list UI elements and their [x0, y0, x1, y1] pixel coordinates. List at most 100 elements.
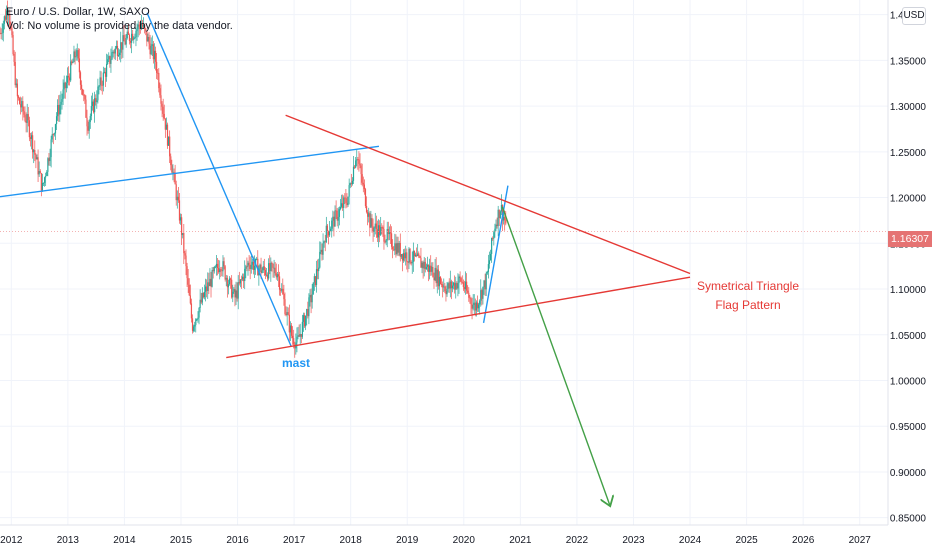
candle-body — [491, 237, 493, 254]
candle-body — [344, 197, 346, 199]
candle-body — [134, 37, 136, 38]
candle-body — [63, 82, 65, 90]
candle-body — [503, 216, 505, 221]
candle-body — [248, 262, 250, 266]
candle-body — [33, 149, 35, 153]
candle-body — [92, 101, 95, 113]
candle-body — [197, 317, 199, 320]
candle-body — [45, 175, 47, 178]
pattern-annotation: Symetrical Triangle Flag Pattern — [692, 277, 804, 315]
candle-body — [488, 260, 491, 265]
candle-body — [22, 101, 24, 112]
candle-body — [425, 266, 427, 270]
y-tick-label: 1.25000 — [890, 148, 927, 159]
candle-body — [331, 220, 333, 229]
candle-body — [495, 224, 497, 229]
candle-body — [133, 37, 135, 40]
candle-body — [224, 266, 226, 280]
candle-body — [77, 50, 79, 59]
candle-body — [283, 293, 285, 300]
candle-body — [23, 111, 25, 115]
candle-body — [382, 227, 384, 229]
candle-body — [70, 61, 72, 81]
candle-body — [181, 217, 183, 235]
candle-body — [209, 278, 211, 287]
candle-body — [80, 84, 83, 90]
candle-body — [158, 72, 160, 89]
candle-body — [142, 24, 145, 27]
candle-body — [90, 106, 92, 117]
last-price-label: 1.16307 — [888, 231, 932, 247]
candle-body — [2, 23, 4, 33]
candle-body — [46, 171, 48, 176]
candle-body — [126, 31, 128, 39]
candle-body — [367, 212, 369, 217]
candle-body — [47, 158, 49, 172]
x-tick-label: 2020 — [453, 535, 476, 546]
candle-body — [302, 315, 305, 322]
candle-body — [259, 264, 261, 269]
candle-body — [53, 133, 55, 135]
candle-body — [358, 159, 360, 164]
candle-body — [363, 184, 365, 190]
candle-body — [265, 274, 268, 276]
candle-body — [78, 58, 81, 73]
candle-body — [16, 83, 19, 97]
candle-body — [247, 262, 249, 267]
candle-body — [421, 262, 423, 268]
candle-body — [137, 24, 139, 30]
candle-body — [139, 26, 141, 29]
candle-body — [288, 314, 290, 333]
candle-body — [52, 134, 54, 135]
x-tick-label: 2022 — [566, 535, 589, 546]
candle-body — [87, 126, 89, 131]
candle-body — [147, 36, 149, 42]
candle-body — [322, 243, 324, 255]
candle-body — [333, 216, 335, 227]
candle-body — [422, 262, 424, 269]
candle-body — [214, 266, 216, 268]
currency-button[interactable]: USD — [902, 7, 926, 25]
candle-body — [376, 229, 379, 238]
candle-body — [418, 253, 420, 257]
candle-body — [357, 159, 359, 161]
candle-body — [222, 261, 224, 272]
candle-body — [161, 103, 163, 107]
candle-body — [306, 309, 308, 316]
candle-body — [305, 315, 307, 327]
y-tick-label: 0.85000 — [890, 514, 927, 525]
symbol-title[interactable]: Euro / U.S. Dollar, 1W, SAXO — [6, 6, 150, 18]
candle-body — [432, 266, 434, 278]
trendline-drawings — [0, 12, 691, 505]
candle-body — [325, 225, 327, 243]
candle-body — [307, 309, 309, 317]
candle-body — [269, 263, 271, 272]
candlestick-series — [0, 0, 507, 358]
candle-body — [336, 210, 338, 221]
x-tick-label: 2012 — [0, 535, 23, 546]
candle-body — [35, 154, 37, 160]
x-tick-label: 2021 — [509, 535, 532, 546]
candle-body — [369, 213, 371, 228]
candle-body — [412, 250, 414, 262]
candle-body — [24, 114, 26, 121]
candle-body — [178, 200, 181, 221]
candle-body — [335, 210, 337, 212]
candle-body — [62, 89, 64, 100]
y-tick-label: 1.35000 — [890, 56, 927, 67]
candle-body — [231, 279, 233, 298]
candle-body — [32, 135, 34, 153]
x-tick-label: 2027 — [849, 535, 872, 546]
candle-body — [303, 315, 306, 327]
candle-body — [455, 282, 457, 290]
candle-body — [473, 302, 475, 305]
candle-body — [238, 282, 240, 284]
y-tick-label: 1.10000 — [890, 285, 927, 296]
candle-body — [398, 243, 400, 253]
candle-body — [173, 171, 175, 173]
candle-body — [117, 54, 120, 56]
candle-body — [105, 63, 108, 77]
candle-body — [374, 223, 376, 228]
candle-body — [296, 336, 298, 343]
